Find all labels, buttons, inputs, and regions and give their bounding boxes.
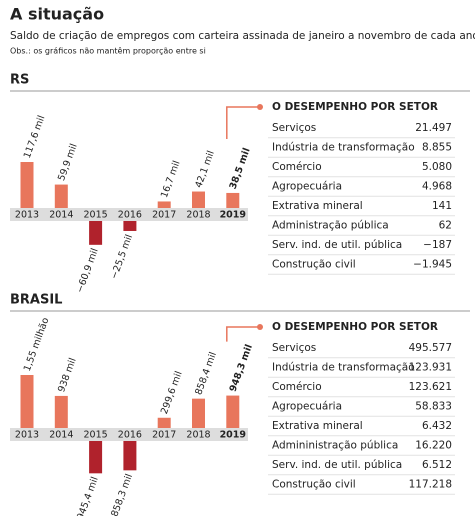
sector-name: Administração pública — [272, 220, 389, 232]
sector-name: Serv. ind. de util. pública — [272, 239, 402, 251]
connector — [226, 326, 258, 342]
x-tick-label: 2017 — [152, 210, 176, 221]
bar — [192, 398, 205, 428]
bar — [89, 221, 103, 245]
bar — [157, 417, 171, 428]
x-tick-label: 2014 — [49, 210, 73, 221]
bar — [20, 162, 34, 208]
sector-name: Indústria de transformação — [272, 142, 415, 154]
x-tick-label: 2014 — [49, 430, 73, 441]
value-label: 38,5 mil — [228, 146, 253, 190]
bar — [192, 191, 205, 208]
note: Obs.: os gráficos não mantêm proporção e… — [10, 46, 206, 56]
title: A situação — [10, 5, 104, 24]
region-title: RS — [10, 73, 29, 88]
bar — [226, 192, 240, 208]
bar — [20, 375, 34, 428]
sector-value: 5.080 — [422, 161, 452, 173]
bar — [54, 395, 68, 428]
region-title: BRASIL — [10, 293, 62, 308]
sector-name: Serviços — [272, 342, 316, 354]
value-label: −60,9 mil — [74, 247, 100, 295]
sector-title: O DESEMPENHO POR SETOR — [272, 321, 438, 333]
sector-name: Extrativa mineral — [272, 200, 363, 212]
value-label: 59,9 mil — [56, 142, 80, 182]
sector-name: Comércio — [272, 161, 322, 173]
x-tick-label: 2016 — [118, 430, 142, 441]
sector-value: 123.621 — [409, 381, 452, 393]
value-label: −25,5 mil — [109, 233, 135, 281]
sector-value: 58.833 — [415, 401, 452, 413]
sector-name: Construção civil — [272, 479, 356, 491]
subtitle: Saldo de criação de empregos com carteir… — [10, 30, 475, 42]
value-label: 299,6 mil — [159, 370, 185, 416]
x-tick-label: 2018 — [186, 210, 210, 221]
sector-name: Indústria de transformação — [272, 362, 415, 374]
sector-value: 6.512 — [422, 459, 452, 471]
sector-name: Agropecuária — [272, 181, 342, 193]
bar — [226, 395, 240, 428]
bar — [157, 201, 171, 208]
sector-value: 6.432 — [422, 420, 452, 432]
bar — [54, 184, 68, 208]
connector — [226, 106, 258, 139]
value-label: 1,55 milhão — [22, 316, 52, 373]
sector-value: 62 — [439, 220, 452, 232]
sector-value: 8.855 — [422, 142, 452, 154]
value-label: 42,1 mil — [193, 149, 217, 189]
sector-value: −187 — [423, 239, 452, 251]
connector-dot — [257, 104, 263, 110]
sector-value: 21.497 — [415, 122, 452, 134]
sector-name: Extrativa mineral — [272, 420, 363, 432]
value-label: 16,7 mil — [159, 159, 183, 199]
year-band — [10, 208, 248, 221]
bar — [89, 441, 103, 474]
sector-value: 123.931 — [409, 362, 452, 374]
sector-value: 117.218 — [409, 479, 452, 491]
x-tick-label: 2017 — [152, 430, 176, 441]
sector-value: 4.968 — [422, 181, 452, 193]
sector-value: 495.577 — [409, 342, 452, 354]
bar — [123, 221, 137, 231]
value-label: 938 mil — [56, 357, 79, 394]
x-tick-label: 2019 — [220, 430, 246, 441]
sector-name: Construção civil — [272, 259, 356, 271]
connector-dot — [257, 324, 263, 330]
value-label: 948,3 mil — [228, 343, 255, 394]
x-tick-label: 2019 — [220, 210, 246, 221]
sector-name: Serviços — [272, 122, 316, 134]
x-tick-label: 2015 — [84, 210, 108, 221]
bar — [123, 441, 137, 471]
value-label: −858,3 mil — [107, 472, 135, 516]
value-label: 117,6 mil — [22, 114, 48, 160]
sector-value: 141 — [432, 200, 452, 212]
sector-name: Comércio — [272, 381, 322, 393]
sector-name: Agropecuária — [272, 401, 342, 413]
year-band — [10, 428, 248, 441]
x-tick-label: 2013 — [15, 210, 39, 221]
sector-name: Serv. ind. de util. pública — [272, 459, 402, 471]
x-tick-label: 2013 — [15, 430, 39, 441]
sector-name: Admininistração pública — [272, 440, 398, 452]
sector-value: −1.945 — [413, 259, 452, 271]
value-label: −945,4 mil — [72, 475, 100, 516]
x-tick-label: 2018 — [186, 430, 210, 441]
x-tick-label: 2016 — [118, 210, 142, 221]
value-label: 858,4 mil — [193, 351, 219, 397]
sector-value: 16.220 — [415, 440, 452, 452]
sector-title: O DESEMPENHO POR SETOR — [272, 101, 438, 113]
x-tick-label: 2015 — [84, 430, 108, 441]
